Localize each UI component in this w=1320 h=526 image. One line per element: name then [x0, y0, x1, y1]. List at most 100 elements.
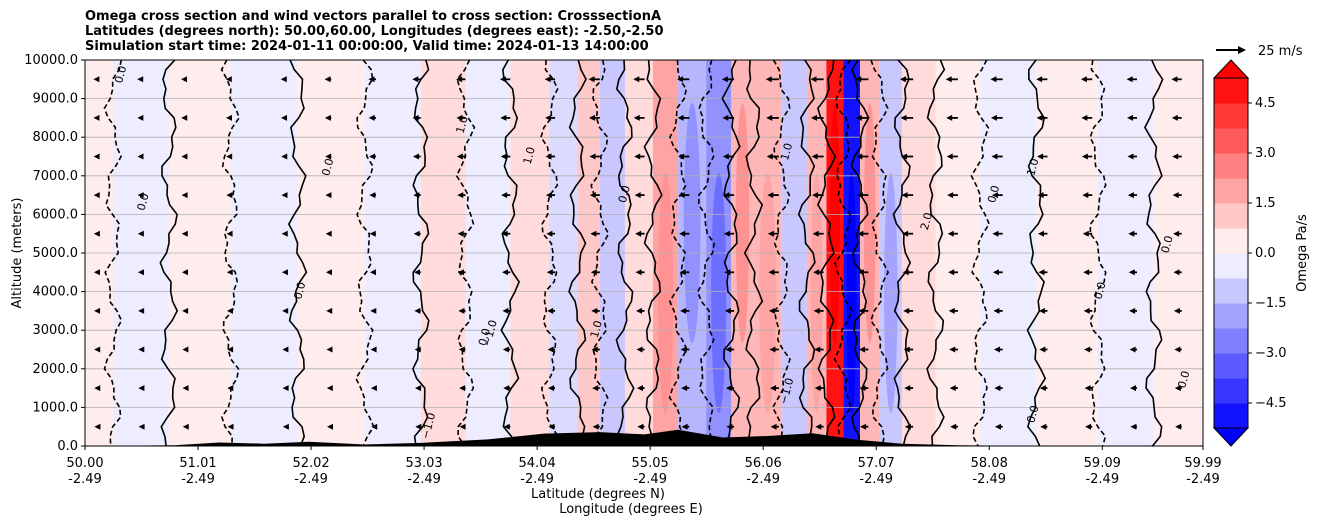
wind-vector [903, 307, 914, 314]
wind-vector [1083, 307, 1093, 314]
wind-vector [137, 192, 144, 199]
wind-vector [369, 230, 376, 237]
wind-vector [137, 76, 144, 83]
wind-vector [413, 269, 421, 276]
wind-vector [681, 423, 690, 430]
wind-vector [636, 307, 645, 314]
colorbar-tick-label: 4.5 [1255, 96, 1276, 111]
wind-vector [369, 269, 376, 276]
wind-vector [1127, 153, 1137, 160]
wind-vector [899, 76, 914, 83]
wind-vector [723, 230, 735, 237]
wind-vector [992, 269, 1003, 276]
wind-vector [813, 269, 824, 276]
x-tick-label-lat: 51.01 [179, 456, 216, 471]
quiver-key-label: 25 m/s [1258, 44, 1303, 59]
wind-vector [680, 346, 690, 353]
wind-vector [722, 114, 735, 121]
wind-vector [678, 153, 690, 160]
wind-vector [591, 346, 600, 353]
wind-vector [904, 423, 914, 430]
quiver-key-arrow-head [1238, 46, 1246, 54]
wind-vector [93, 76, 100, 83]
wind-vector [990, 76, 1003, 83]
wind-vector [1174, 385, 1182, 392]
contour-label: 0.0 [985, 184, 1002, 204]
wind-vector [544, 76, 556, 83]
wind-vector [767, 192, 779, 199]
wind-vector [1173, 230, 1182, 237]
wind-vector [1039, 346, 1048, 353]
contour-label: 1.0 [778, 142, 795, 162]
contour-label: 0.0 [476, 327, 493, 347]
colorbar-extend-bottom [1212, 427, 1250, 447]
wind-vector [325, 192, 332, 199]
wind-vector [1080, 76, 1093, 83]
wind-vector [1126, 76, 1137, 83]
x-axis-label-lat: Latitude (degrees N) [531, 487, 665, 502]
wind-vector [858, 307, 869, 314]
x-tick-label-lat: 50.00 [66, 456, 103, 471]
wind-vector [548, 423, 556, 430]
wind-vector [181, 76, 188, 83]
y-axis-label: Altitude (meters) [10, 198, 25, 309]
contour-line [1026, 60, 1047, 446]
contour-label: 1.0 [454, 115, 471, 135]
colorbar-tick-label: −4.5 [1255, 396, 1287, 411]
contour-line [816, 60, 837, 446]
colorbar-segment [1214, 178, 1248, 204]
wind-vector [592, 385, 600, 392]
wind-vector [855, 114, 869, 121]
contour-line [355, 60, 375, 446]
contour-line [870, 60, 889, 446]
wind-vector [415, 385, 422, 392]
x-tick-label-lon: -2.49 [859, 472, 893, 487]
wind-vector [1084, 385, 1093, 392]
wind-vector [1130, 423, 1137, 430]
contour-line [926, 60, 946, 446]
wind-vector [371, 423, 378, 430]
contour-label: 0.0 [1159, 234, 1176, 254]
gridlines [85, 98, 1203, 408]
wind-vector [94, 423, 101, 430]
x-tick-label-lat: 54.04 [519, 456, 556, 471]
contour-line [721, 60, 741, 446]
contour-line [455, 60, 476, 446]
wind-vector [588, 76, 600, 83]
contour-line [287, 60, 308, 446]
contour-line [220, 60, 241, 446]
contour-line [668, 60, 688, 446]
wind-vector [1174, 346, 1182, 353]
wind-vector [722, 153, 735, 160]
colorbar-segment [1214, 228, 1248, 254]
wind-vector [280, 76, 287, 83]
wind-vector [137, 114, 144, 121]
contour-label: 1.0 [521, 145, 538, 165]
omega-core [759, 173, 777, 413]
wind-vector [1038, 307, 1048, 314]
wind-vector [93, 192, 100, 199]
wind-vector [766, 153, 779, 160]
wind-vector [633, 76, 645, 83]
wind-vector [725, 385, 735, 392]
omega-core [829, 103, 840, 343]
wind-vector [457, 230, 466, 237]
wind-vector [946, 114, 958, 121]
wind-vector [324, 76, 332, 83]
plot-area: 0.00.00.00.01.00.01.01.0−1.00.01.0−1.02.… [84, 59, 1204, 447]
wind-vector [677, 114, 690, 121]
wind-vector [326, 346, 333, 353]
wind-vector [1173, 269, 1182, 276]
title-line-1: Omega cross section and wind vectors par… [85, 9, 662, 24]
wind-vector [181, 114, 188, 121]
wind-vector [947, 230, 958, 237]
wind-vector [769, 385, 779, 392]
wind-vector [369, 192, 376, 199]
wind-vector [414, 346, 421, 353]
wind-vector [1039, 385, 1048, 392]
wind-vector [1129, 346, 1137, 353]
colorbar-segment [1214, 378, 1248, 404]
y-tick-label: 0.0 [57, 439, 78, 454]
colorbar-segment [1214, 303, 1248, 329]
colorbar-segment [1214, 253, 1248, 279]
